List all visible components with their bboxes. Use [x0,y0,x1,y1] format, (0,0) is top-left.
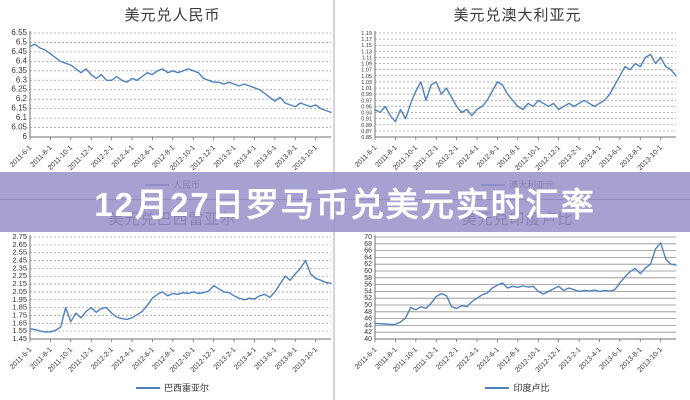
svg-text:6.05: 6.05 [11,123,27,132]
svg-text:6.45: 6.45 [11,47,27,56]
svg-text:64: 64 [364,254,372,261]
svg-text:1.85: 1.85 [12,303,27,312]
banner-divider-line [0,199,690,200]
chart-title-usd-aud: 美元兑澳大利亚元 [453,8,582,24]
svg-text:1.05: 1.05 [361,74,372,80]
svg-text:40: 40 [364,336,372,343]
svg-text:6.15: 6.15 [11,104,27,113]
svg-text:1.95: 1.95 [12,295,27,304]
legend-line-swatch [135,386,160,389]
svg-text:1.17: 1.17 [361,37,372,43]
svg-text:1.09: 1.09 [361,62,372,68]
chart-title-usd-cny: 美元兑人民币 [124,8,221,24]
svg-text:1.75: 1.75 [12,310,27,319]
svg-text:44: 44 [364,322,372,329]
legend-label: 印度卢比 [513,383,550,393]
svg-text:68: 68 [364,241,372,248]
svg-text:1.55: 1.55 [12,326,27,335]
svg-text:0.95: 0.95 [361,104,372,110]
legend-label: 巴西雷亚尔 [163,383,209,393]
svg-text:6.35: 6.35 [11,66,27,75]
svg-text:2.05: 2.05 [12,287,27,296]
svg-text:0.99: 0.99 [361,92,372,98]
svg-text:48: 48 [364,309,372,316]
svg-text:6.25: 6.25 [11,85,27,94]
svg-text:62: 62 [364,261,372,268]
svg-text:2.15: 2.15 [12,279,27,288]
chart-plot-usd-inr: 404244464850525456586062646668702011-6-1… [354,234,677,374]
headline-banner: 12月27日罗马币兑美元实时汇率 [0,172,690,232]
svg-text:0.91: 0.91 [361,117,372,123]
svg-text:0.89: 0.89 [361,123,372,129]
svg-text:1.65: 1.65 [12,318,27,327]
svg-text:6.55: 6.55 [11,28,27,37]
svg-text:6.4: 6.4 [16,56,28,65]
svg-text:6.5: 6.5 [16,37,28,46]
svg-text:6.2: 6.2 [16,94,28,103]
svg-text:52: 52 [364,295,372,302]
svg-text:70: 70 [364,234,372,241]
svg-text:58: 58 [364,275,372,282]
svg-text:6.3: 6.3 [16,75,28,84]
svg-text:2.35: 2.35 [12,263,27,272]
chart-legend-usd-inr: 印度卢比 [345,381,690,394]
svg-text:50: 50 [364,302,372,309]
svg-text:54: 54 [364,288,372,295]
svg-text:1.45: 1.45 [12,334,27,343]
chart-usd-cny: 美元兑人民币 6 6.05 6.1 6.15 6.2 6.25 6.3 6.35 6.4 6.45… [0,0,345,200]
svg-text:0.97: 0.97 [361,98,372,104]
chart-plot-usd-cny: 66.056.16.156.26.256.36.356.46.456.56.55… [9,28,332,172]
svg-text:2.45: 2.45 [12,256,27,265]
chart-usd-aud: 美元兑澳大利亚元 0.85 0.87 0.89 0.91 0.93 0.95 0.97 0.9… [345,0,690,200]
svg-text:2.25: 2.25 [12,271,27,280]
svg-text:1.01: 1.01 [361,86,372,92]
svg-text:0.93: 0.93 [361,111,372,117]
svg-text:46: 46 [364,316,372,323]
svg-text:0.87: 0.87 [361,129,372,135]
chart-legend-usd-brl: 巴西雷亚尔 [0,381,345,394]
headline-text: 12月27日罗马币兑美元实时汇率 [94,186,596,223]
svg-text:6.1: 6.1 [16,113,28,122]
legend-line-swatch [485,386,510,389]
svg-text:2.75: 2.75 [12,232,27,241]
svg-text:2.55: 2.55 [12,248,27,257]
svg-text:2.65: 2.65 [12,240,27,249]
svg-text:1.19: 1.19 [361,31,372,37]
svg-text:6: 6 [23,132,28,141]
svg-text:42: 42 [364,329,372,336]
svg-text:1.07: 1.07 [361,68,372,74]
svg-text:66: 66 [364,248,372,255]
chart-plot-usd-brl: 1.451.551.651.751.851.952.052.152.252.35… [9,232,332,374]
svg-text:0.85: 0.85 [361,135,372,141]
chart-plot-usd-aud: 0.850.870.890.910.930.950.970.991.011.03… [354,31,677,172]
svg-text:1.11: 1.11 [362,55,372,61]
svg-text:1.03: 1.03 [361,80,372,86]
svg-text:56: 56 [364,282,372,289]
svg-text:1.13: 1.13 [361,49,372,55]
svg-text:60: 60 [364,268,372,275]
svg-text:1.15: 1.15 [361,43,372,49]
